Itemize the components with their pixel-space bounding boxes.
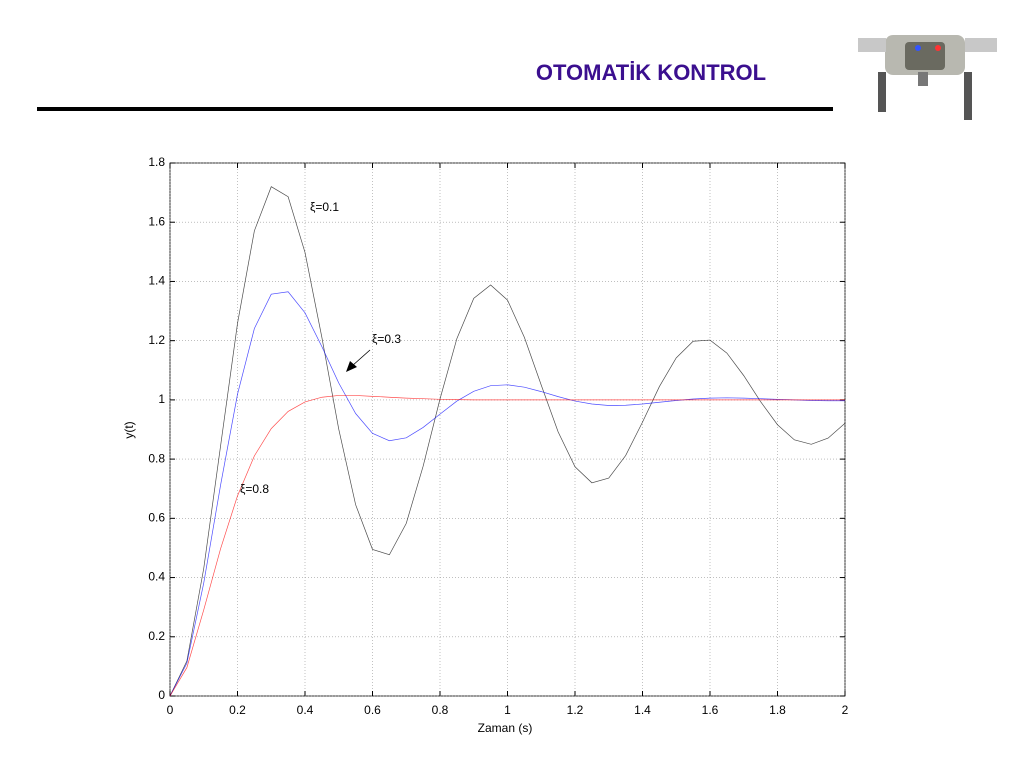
annotation-arrowhead xyxy=(346,361,357,372)
x-tick-label: 0.2 xyxy=(229,703,246,717)
annotation: ξ=0.3 xyxy=(372,332,401,346)
x-tick-label: 0 xyxy=(167,703,174,717)
x-tick-label: 0.4 xyxy=(297,703,314,717)
y-tick-label: 1.8 xyxy=(148,155,165,169)
robot-picture xyxy=(858,35,997,120)
x-tick-label: 1.6 xyxy=(702,703,719,717)
series-line xyxy=(169,291,845,697)
y-tick-label: 1.2 xyxy=(148,333,165,347)
series-line xyxy=(169,395,845,697)
series-line xyxy=(169,186,846,697)
y-tick-label: 0.4 xyxy=(148,570,165,584)
y-tick-label: 0.2 xyxy=(148,629,165,643)
y-tick-label: 0.6 xyxy=(148,511,165,525)
annotation-arrow xyxy=(351,349,371,367)
x-tick-label: 1.4 xyxy=(634,703,651,717)
y-axis-label: y(t) xyxy=(122,421,136,438)
y-tick-label: 1.4 xyxy=(148,274,165,288)
y-tick-label: 1.6 xyxy=(148,214,165,228)
x-axis-label: Zaman (s) xyxy=(478,721,533,735)
y-tick-label: 0.8 xyxy=(148,451,165,465)
y-tick-label: 1 xyxy=(158,392,165,406)
annotation: ξ=0.1 xyxy=(310,200,339,214)
x-tick-label: 0.8 xyxy=(432,703,449,717)
x-tick-label: 1.2 xyxy=(567,703,584,717)
x-tick-label: 1.8 xyxy=(769,703,786,717)
x-tick-label: 0.6 xyxy=(364,703,381,717)
slide-title: OTOMATİK KONTROL xyxy=(536,60,766,85)
x-tick-label: 2 xyxy=(842,703,849,717)
y-tick-label: 0 xyxy=(158,688,165,702)
x-tick-label: 1 xyxy=(504,703,511,717)
annotation: ξ=0.8 xyxy=(240,482,269,496)
